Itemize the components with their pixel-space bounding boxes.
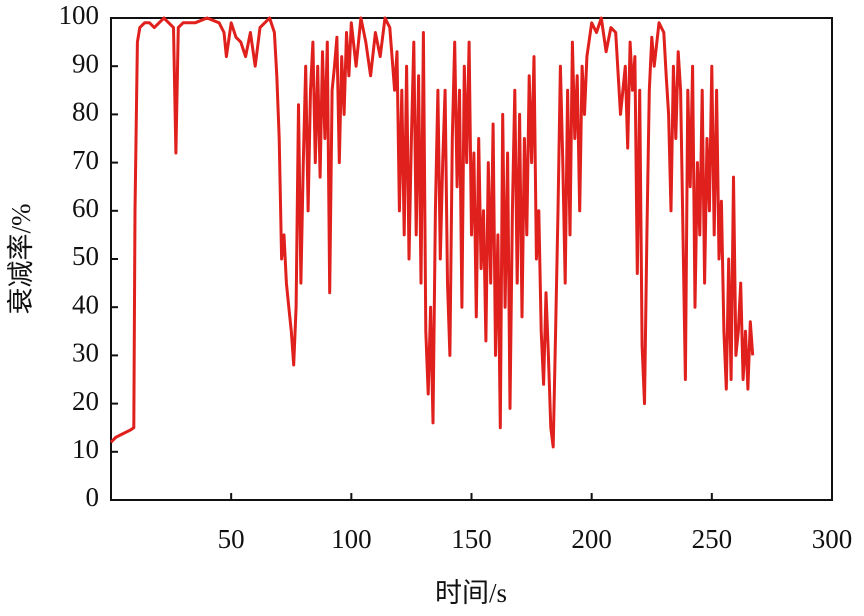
y-tick-label: 100 bbox=[59, 0, 100, 30]
y-tick-label: 20 bbox=[72, 386, 99, 416]
x-tick-label: 50 bbox=[218, 524, 245, 554]
y-tick-label: 50 bbox=[72, 241, 99, 271]
y-tick-label: 0 bbox=[86, 482, 100, 512]
x-tick-label: 250 bbox=[692, 524, 733, 554]
y-tick-label: 10 bbox=[72, 434, 99, 464]
y-tick-label: 40 bbox=[72, 289, 99, 319]
y-axis-label: 衰减率/% bbox=[6, 204, 36, 315]
x-tick-label: 150 bbox=[451, 524, 492, 554]
x-axis-label: 时间/s bbox=[435, 578, 507, 608]
data-line bbox=[109, 16, 755, 449]
y-tick-label: 70 bbox=[72, 145, 99, 175]
y-tick-label: 90 bbox=[72, 48, 99, 78]
x-tick-label: 300 bbox=[812, 524, 853, 554]
x-tick-label: 200 bbox=[571, 524, 612, 554]
y-tick-label: 30 bbox=[72, 338, 99, 368]
y-tick-label: 60 bbox=[72, 193, 99, 223]
x-tick-label: 100 bbox=[331, 524, 372, 554]
y-tick-label: 80 bbox=[72, 97, 99, 127]
